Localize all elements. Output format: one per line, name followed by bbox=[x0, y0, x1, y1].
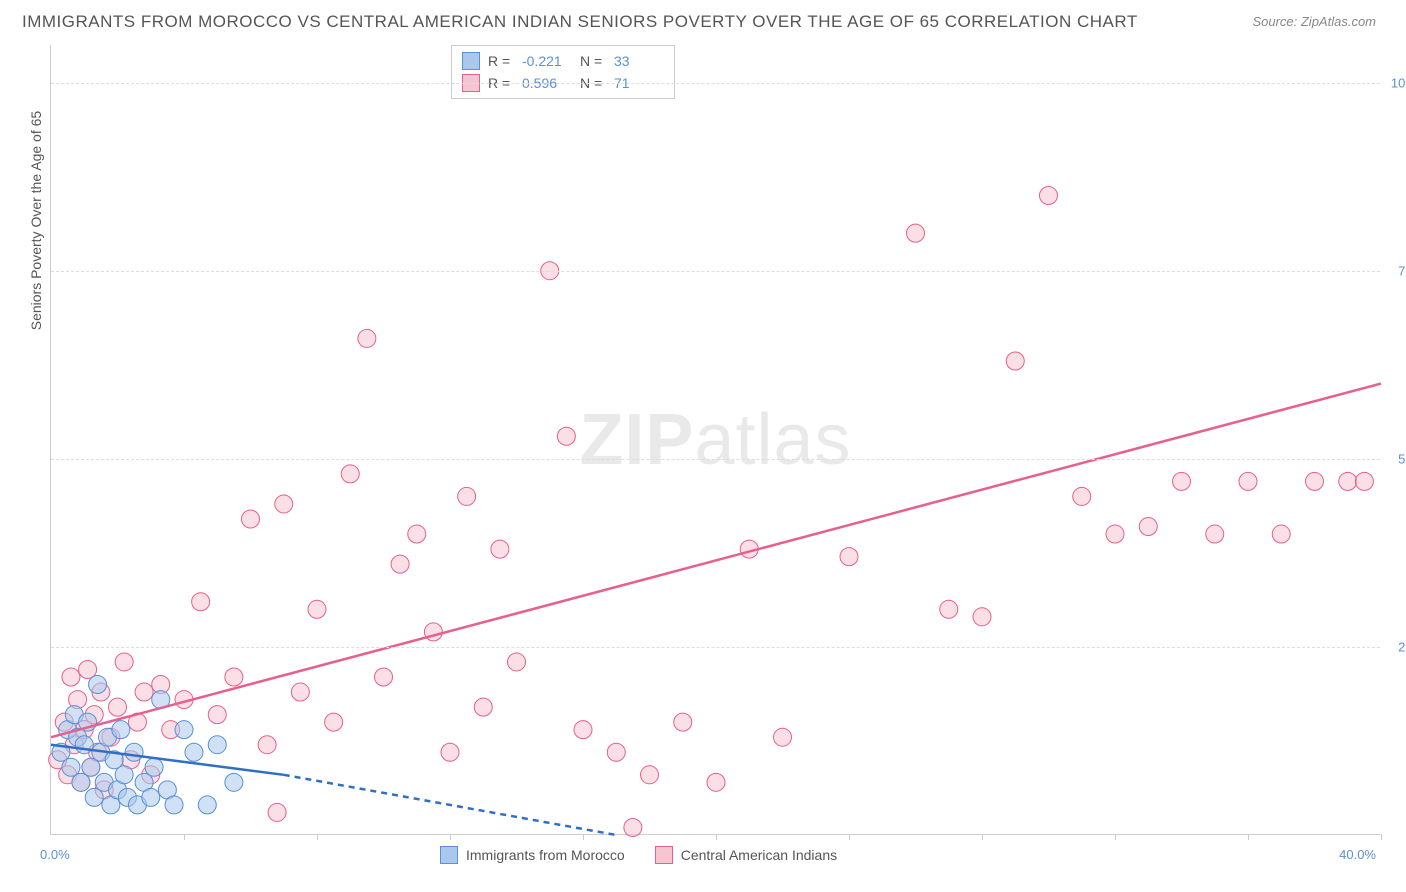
x-tick bbox=[1248, 834, 1249, 840]
data-point bbox=[89, 676, 107, 694]
data-point bbox=[391, 555, 409, 573]
data-point bbox=[125, 743, 143, 761]
y-tick-label: 25.0% bbox=[1398, 639, 1406, 654]
legend-label-series1: Immigrants from Morocco bbox=[466, 847, 625, 863]
data-point bbox=[607, 743, 625, 761]
data-point bbox=[1139, 518, 1157, 536]
data-point bbox=[198, 796, 216, 814]
data-point bbox=[840, 548, 858, 566]
data-point bbox=[641, 766, 659, 784]
data-point bbox=[624, 818, 642, 836]
data-point bbox=[707, 773, 725, 791]
data-point bbox=[1206, 525, 1224, 543]
y-axis-title: Seniors Poverty Over the Age of 65 bbox=[28, 111, 44, 330]
data-point bbox=[62, 668, 80, 686]
data-point bbox=[1306, 472, 1324, 490]
data-point bbox=[142, 788, 160, 806]
data-point bbox=[358, 329, 376, 347]
data-point bbox=[408, 525, 426, 543]
bottom-legend: Immigrants from Morocco Central American… bbox=[440, 846, 837, 864]
data-point bbox=[1355, 472, 1373, 490]
data-point bbox=[291, 683, 309, 701]
data-point bbox=[165, 796, 183, 814]
data-point bbox=[225, 773, 243, 791]
trend-line bbox=[284, 775, 617, 835]
data-point bbox=[973, 608, 991, 626]
data-point bbox=[1073, 487, 1091, 505]
legend-label-series2: Central American Indians bbox=[681, 847, 837, 863]
data-point bbox=[208, 706, 226, 724]
data-point bbox=[185, 743, 203, 761]
data-point bbox=[192, 593, 210, 611]
grid-line bbox=[51, 83, 1380, 84]
data-point bbox=[225, 668, 243, 686]
data-point bbox=[375, 668, 393, 686]
data-point bbox=[1006, 352, 1024, 370]
chart-title: IMMIGRANTS FROM MOROCCO VS CENTRAL AMERI… bbox=[22, 12, 1138, 32]
data-point bbox=[208, 736, 226, 754]
data-point bbox=[115, 766, 133, 784]
data-point bbox=[268, 803, 286, 821]
x-axis-label-max: 40.0% bbox=[1339, 847, 1376, 862]
legend-swatch-series2 bbox=[655, 846, 673, 864]
source-attribution: Source: ZipAtlas.com bbox=[1252, 14, 1376, 29]
x-tick bbox=[716, 834, 717, 840]
data-point bbox=[1339, 472, 1357, 490]
data-point bbox=[175, 721, 193, 739]
data-point bbox=[109, 698, 127, 716]
data-point bbox=[458, 487, 476, 505]
data-point bbox=[508, 653, 526, 671]
data-point bbox=[112, 721, 130, 739]
grid-line bbox=[51, 647, 1380, 648]
data-point bbox=[115, 653, 133, 671]
x-tick bbox=[982, 834, 983, 840]
data-point bbox=[1106, 525, 1124, 543]
x-tick bbox=[849, 834, 850, 840]
plot-svg bbox=[51, 45, 1380, 834]
data-point bbox=[145, 758, 163, 776]
y-tick-label: 50.0% bbox=[1398, 451, 1406, 466]
data-point bbox=[1272, 525, 1290, 543]
data-point bbox=[1239, 472, 1257, 490]
x-tick bbox=[184, 834, 185, 840]
data-point bbox=[1040, 186, 1058, 204]
data-point bbox=[940, 600, 958, 618]
data-point bbox=[242, 510, 260, 528]
x-tick bbox=[317, 834, 318, 840]
data-point bbox=[574, 721, 592, 739]
correlation-chart: IMMIGRANTS FROM MOROCCO VS CENTRAL AMERI… bbox=[0, 0, 1406, 892]
x-tick bbox=[1381, 834, 1382, 840]
plot-area: ZIPatlas R = -0.221 N = 33 R = 0.596 N =… bbox=[50, 45, 1380, 835]
data-point bbox=[491, 540, 509, 558]
legend-swatch-series1 bbox=[440, 846, 458, 864]
data-point bbox=[135, 683, 153, 701]
x-axis-label-min: 0.0% bbox=[40, 847, 70, 862]
legend-item-series1: Immigrants from Morocco bbox=[440, 846, 625, 864]
trend-line bbox=[51, 384, 1381, 738]
grid-line bbox=[51, 459, 1380, 460]
data-point bbox=[258, 736, 276, 754]
grid-line bbox=[51, 271, 1380, 272]
data-point bbox=[441, 743, 459, 761]
data-point bbox=[341, 465, 359, 483]
x-tick bbox=[1115, 834, 1116, 840]
data-point bbox=[275, 495, 293, 513]
x-tick bbox=[583, 834, 584, 840]
data-point bbox=[907, 224, 925, 242]
data-point bbox=[557, 427, 575, 445]
y-tick-label: 75.0% bbox=[1398, 263, 1406, 278]
data-point bbox=[325, 713, 343, 731]
data-point bbox=[308, 600, 326, 618]
y-tick-label: 100.0% bbox=[1391, 75, 1406, 90]
data-point bbox=[774, 728, 792, 746]
data-point bbox=[674, 713, 692, 731]
legend-item-series2: Central American Indians bbox=[655, 846, 837, 864]
x-tick bbox=[450, 834, 451, 840]
data-point bbox=[474, 698, 492, 716]
data-point bbox=[1173, 472, 1191, 490]
